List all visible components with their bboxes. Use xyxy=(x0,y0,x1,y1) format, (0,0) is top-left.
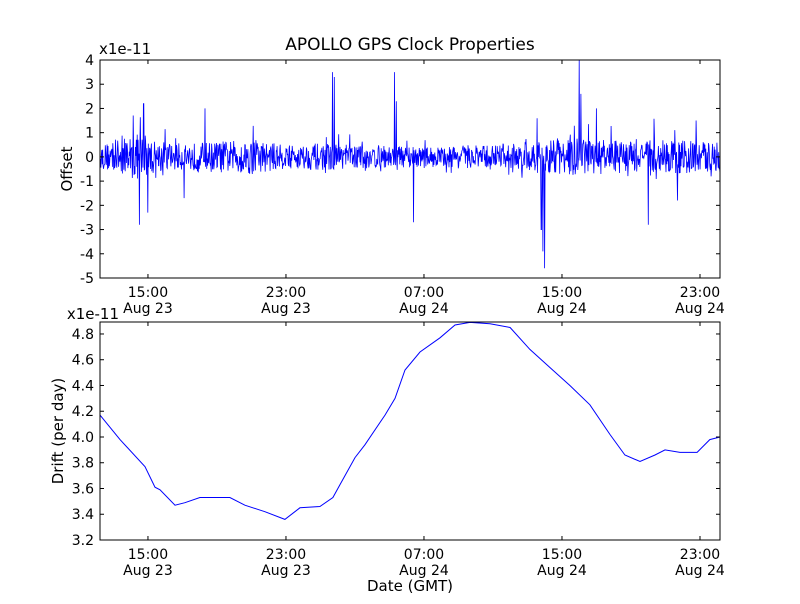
xtick-date-label: Aug 23 xyxy=(261,301,311,317)
ytick-label: -1 xyxy=(80,174,94,190)
xtick-date-label: Aug 24 xyxy=(675,563,725,579)
ytick-label: 3.2 xyxy=(72,533,94,549)
drift-ylabel: Drift (per day) xyxy=(49,378,67,485)
drift-axes: x1e-11 Drift (per day) Date (GMT) 3.2 3.4… xyxy=(49,305,725,595)
offset-scale-label: x1e-11 xyxy=(99,40,151,58)
ytick-label: -4 xyxy=(80,247,94,263)
xtick-date-label: Aug 24 xyxy=(675,301,725,317)
ytick-label: 4.4 xyxy=(72,378,94,394)
axes-frame xyxy=(99,59,721,279)
xtick-time-label: 15:00 xyxy=(542,547,582,563)
ytick-label: 4.2 xyxy=(72,404,94,420)
xtick-time-label: 15:00 xyxy=(542,285,582,301)
ytick-label: 4.6 xyxy=(72,353,94,369)
ytick-label: 4.8 xyxy=(72,327,94,343)
ytick-label: 3 xyxy=(85,77,94,93)
xtick-date-label: Aug 23 xyxy=(123,563,173,579)
xtick-time-label: 07:00 xyxy=(404,285,444,301)
ytick-label: -5 xyxy=(80,271,94,287)
chart-title: APOLLO GPS Clock Properties xyxy=(285,35,535,55)
xtick-date-label: Aug 23 xyxy=(123,301,173,317)
xtick-time-label: 15:00 xyxy=(128,285,168,301)
ytick-label: 3.8 xyxy=(72,456,94,472)
xtick-date-label: Aug 24 xyxy=(537,301,587,317)
xtick-time-label: 23:00 xyxy=(266,285,306,301)
ytick-label: 4 xyxy=(85,53,94,69)
drift-xlabel: Date (GMT) xyxy=(367,577,453,595)
ytick-label: 2 xyxy=(85,101,94,117)
xtick-date-label: Aug 24 xyxy=(399,301,449,317)
xtick-time-label: 07:00 xyxy=(404,547,444,563)
ytick-label: -3 xyxy=(80,223,94,239)
ytick-label: 0 xyxy=(85,150,94,166)
xtick-date-label: Aug 24 xyxy=(537,563,587,579)
ytick-label: 4.0 xyxy=(72,430,94,446)
offset-ylabel: Offset xyxy=(58,146,76,191)
xtick-time-label: 23:00 xyxy=(266,547,306,563)
xtick-time-label: 23:00 xyxy=(680,285,720,301)
ytick-label: 1 xyxy=(85,126,94,142)
drift-scale-label: x1e-11 xyxy=(67,305,119,323)
offset-series-line xyxy=(99,59,721,269)
axes-frame xyxy=(99,321,721,541)
ytick-label: 3.4 xyxy=(72,507,94,523)
xtick-time-label: 15:00 xyxy=(128,547,168,563)
drift-series-line xyxy=(99,321,721,520)
ytick-label: 3.6 xyxy=(72,481,94,497)
ytick-label: -2 xyxy=(80,198,94,214)
xtick-date-label: Aug 24 xyxy=(399,563,449,579)
xtick-date-label: Aug 23 xyxy=(261,563,311,579)
xtick-time-label: 23:00 xyxy=(680,547,720,563)
